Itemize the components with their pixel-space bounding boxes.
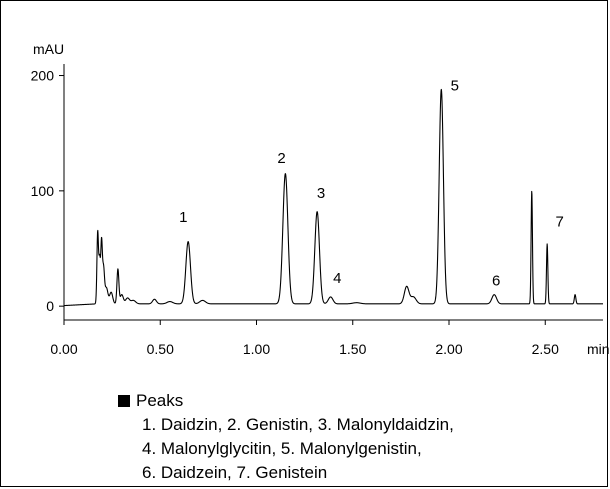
x-tick-label: 2.50 xyxy=(532,341,559,357)
y-tick-label: 100 xyxy=(31,183,55,199)
y-axis-label: mAU xyxy=(33,41,64,57)
x-tick-label: 0.50 xyxy=(147,341,174,357)
peak-label: 3 xyxy=(317,185,325,202)
legend-line: 1. Daidzin, 2. Genistin, 3. Malonyldaidz… xyxy=(142,415,454,434)
axes xyxy=(63,64,603,321)
x-tick-label: 1.50 xyxy=(339,341,366,357)
peak-label: 6 xyxy=(492,272,500,289)
y-tick-label: 200 xyxy=(31,68,55,84)
peak-labels: 1 2 3 4 5 6 7 xyxy=(179,78,564,290)
peak-label: 7 xyxy=(556,214,564,231)
x-tick-label: 2.00 xyxy=(435,341,462,357)
peak-label: 5 xyxy=(451,78,459,95)
peak-label: 4 xyxy=(333,270,341,287)
trace xyxy=(63,88,604,307)
x-tick-label: 1.00 xyxy=(243,341,270,357)
legend-title-row: Peaks xyxy=(118,389,454,413)
ticks: 0.00 0.50 1.00 1.50 2.00 2.50 0 100 200 xyxy=(31,68,559,357)
x-tick-label: 0.00 xyxy=(50,341,77,357)
peak-label: 1 xyxy=(179,209,187,226)
x-axis-label: min xyxy=(587,341,610,357)
legend-line: 6. Daidzein, 7. Genistein xyxy=(142,463,328,482)
y-tick-label: 0 xyxy=(46,298,54,314)
legend-square-icon xyxy=(118,395,130,407)
legend-line: 4. Malonylglycitin, 5. Malonylgenistin, xyxy=(142,439,422,458)
legend-title: Peaks xyxy=(136,391,184,410)
chromatogram-line xyxy=(63,88,604,307)
peak-label: 2 xyxy=(277,150,285,167)
peaks-legend: Peaks 1. Daidzin, 2. Genistin, 3. Malony… xyxy=(118,389,454,485)
